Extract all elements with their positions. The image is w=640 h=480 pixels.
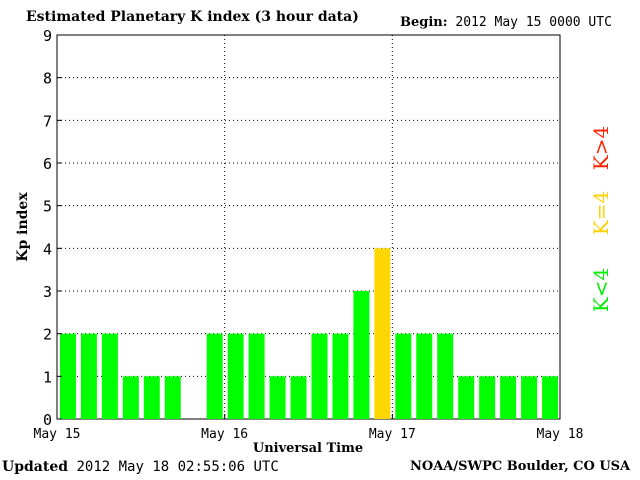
kp-bar: [416, 333, 433, 419]
chart-title: Estimated Planetary K index (3 hour data…: [26, 9, 359, 25]
kp-bar: [101, 333, 118, 419]
y-tick-label: 3: [43, 283, 52, 301]
kp-bar: [311, 333, 328, 419]
x-tick-label: May 18: [537, 427, 584, 442]
y-tick-label: 0: [43, 411, 52, 429]
updated-label: Updated: [2, 459, 69, 475]
kp-bar: [248, 333, 265, 419]
legend-equal: K=4: [589, 191, 613, 235]
kp-bar: [143, 376, 160, 419]
agency-label: NOAA/SWPC Boulder, CO USA: [410, 459, 631, 474]
kp-bar: [164, 376, 181, 419]
kp-bar: [479, 376, 496, 419]
updated-info: Updated 2012 May 18 02:55:06 UTC: [2, 459, 279, 475]
y-tick-label: 4: [43, 240, 52, 258]
begin-label: Begin:: [400, 15, 448, 30]
kp-bar: [227, 333, 244, 419]
y-tick-label: 1: [43, 368, 52, 386]
updated-value: 2012 May 18 02:55:06 UTC: [76, 459, 279, 475]
kp-bar: [437, 333, 454, 419]
kp-bar: [122, 376, 139, 419]
kp-bar: [353, 291, 370, 419]
kp-bar: [80, 333, 97, 419]
kp-bar: [206, 333, 223, 419]
kp-bar: [395, 333, 412, 419]
kp-bar: [374, 248, 391, 419]
kp-bar: [60, 333, 76, 419]
y-tick-label: 5: [43, 198, 52, 216]
y-tick-label: 7: [43, 112, 52, 130]
kp-bar: [290, 376, 307, 419]
kp-bar: [500, 376, 517, 419]
kp-bar: [542, 376, 558, 419]
gridlines: [57, 35, 560, 419]
kp-bar: [269, 376, 286, 419]
y-tick-label: 9: [43, 27, 52, 45]
legend: K<4 K=4 K>4: [589, 126, 613, 312]
y-tick-label: 8: [43, 70, 52, 88]
begin-info: Begin: 2012 May 15 0000 UTC: [400, 15, 612, 30]
axes: 0 1 2 3 4 5 6 7 8 9 May 15 May 16 May 17 May 18: [34, 27, 584, 442]
plot-area: [56, 34, 561, 420]
kp-bar: [521, 376, 538, 419]
x-tick-label: May 17: [369, 427, 416, 442]
bars: [60, 248, 558, 419]
x-tick-label: May 15: [34, 427, 81, 442]
y-tick-label: 2: [43, 326, 52, 344]
x-axis-label: Universal Time: [253, 441, 363, 456]
legend-high: K>4: [589, 126, 613, 170]
legend-low: K<4: [589, 268, 613, 312]
kp-bar: [332, 333, 349, 419]
y-tick-label: 6: [43, 155, 52, 173]
kp-bar: [458, 376, 475, 419]
y-axis-label: Kp index: [15, 192, 31, 262]
begin-value: 2012 May 15 0000 UTC: [455, 15, 612, 30]
x-tick-label: May 16: [201, 427, 248, 442]
